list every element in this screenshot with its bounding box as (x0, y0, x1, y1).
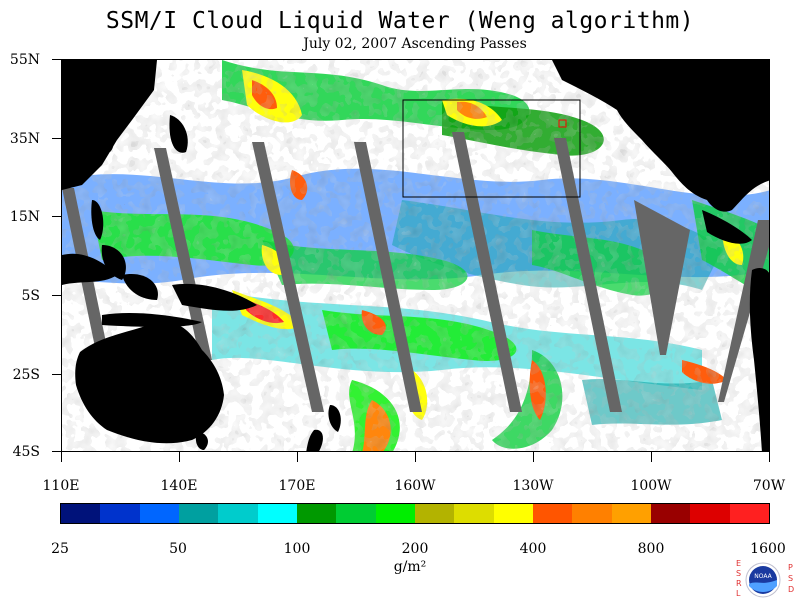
logo-letter-e: E (736, 559, 741, 568)
lat-label-5s: 5S (21, 288, 41, 304)
colorbar-unit: g/m² (393, 559, 427, 575)
lat-label-55n: 55N (9, 52, 40, 68)
colorbar-swatch (414, 504, 455, 523)
colorbar-label-25: 25 (51, 541, 69, 557)
colorbar-swatch (257, 504, 297, 523)
colorbar-swatch (650, 504, 691, 523)
lon-label-70w: 70W (752, 478, 786, 494)
map-title: SSM/I Cloud Liquid Water (Weng algorithm… (105, 8, 695, 34)
lon-label-160w: 160W (394, 478, 436, 494)
lon-label-130w: 130W (512, 478, 554, 494)
noaa-logo: E S R L P S D NOAA (730, 556, 796, 600)
colorbar-swatch (690, 504, 730, 523)
cloud-water-map (61, 59, 770, 452)
lat-label-15n: 15N (9, 209, 40, 225)
colorbar-swatch (532, 504, 573, 523)
logo-letter-r: R (736, 579, 742, 588)
colorbar-swatch (729, 504, 769, 523)
lat-label-25s: 25S (12, 367, 40, 383)
colorbar-swatch (100, 504, 140, 523)
colorbar-label-400: 400 (519, 541, 547, 557)
colorbar-swatch (375, 504, 415, 523)
logo-letter-p: P (788, 563, 793, 572)
colorbar-swatch (336, 504, 376, 523)
colorbar-swatch (493, 504, 533, 523)
region-marker (558, 119, 567, 128)
noaa-badge-text: NOAA (754, 573, 772, 580)
colorbar-swatch (61, 504, 101, 523)
map-subtitle: July 02, 2007 Ascending Passes (303, 36, 527, 52)
logo-letter-s: S (736, 569, 741, 578)
colorbar-label-1600: 1600 (750, 541, 786, 557)
inset-region-box (402, 99, 581, 198)
colorbar-swatch (611, 504, 651, 523)
lat-label-45s: 45S (12, 444, 40, 460)
colorbar-swatch (454, 504, 494, 523)
logo-letter-d: D (788, 585, 794, 594)
colorbar-swatch (296, 504, 337, 523)
colorbar-label-200: 200 (401, 541, 429, 557)
logo-letter-l: L (736, 589, 741, 598)
colorbar-label-800: 800 (637, 541, 665, 557)
lon-label-110e: 110E (42, 478, 80, 494)
landmasses (62, 60, 769, 451)
colorbar-swatch (139, 504, 179, 523)
colorbar-swatch (218, 504, 258, 523)
lat-label-35n: 35N (9, 131, 40, 147)
lon-label-170e: 170E (278, 478, 316, 494)
colorbar-label-100: 100 (283, 541, 311, 557)
colorbar-label-50: 50 (169, 541, 187, 557)
lon-label-100w: 100W (630, 478, 672, 494)
colorbar-swatch (572, 504, 612, 523)
logo-letter-s2: S (788, 574, 793, 583)
colorbar-swatch (178, 504, 219, 523)
swath-gaps (62, 132, 769, 412)
colorbar (60, 503, 770, 524)
lon-label-140e: 140E (160, 478, 198, 494)
